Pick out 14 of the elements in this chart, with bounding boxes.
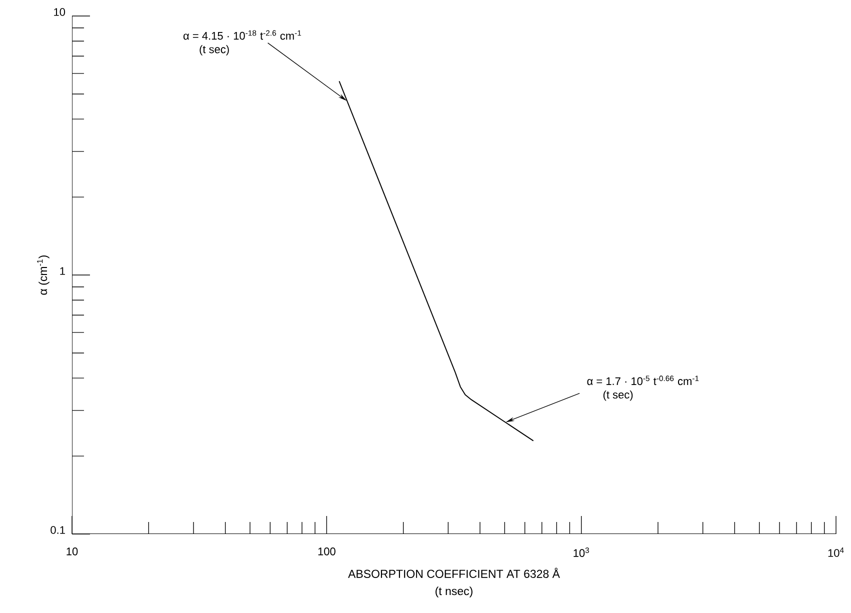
y-tick-label: 0.1 (50, 526, 65, 534)
annotation: (t sec) (200, 45, 229, 56)
annotation: α = 1.7 · 10$^{-5}$ t$^{-0.66}$ cm$^{-1}$ (587, 376, 699, 386)
x-tick-label: 100 (318, 548, 336, 556)
y-axis-title: α (cm$^{-1}$) (37, 255, 50, 295)
y-tick-label: 1 (60, 267, 65, 275)
x-tick-label: 10 (66, 548, 78, 556)
y-tick-label: 10 (54, 8, 66, 16)
text: (t nsec) (436, 586, 472, 598)
annotation: α = 4.15 · 10$^{-18}$ t$^{-2.6}$ cm$^{-1}$ (184, 30, 302, 40)
annotation: (t sec) (603, 390, 633, 401)
x-axis-title: ABSORPTION COEFFICIENT AT 6328 Å (348, 568, 560, 578)
x-tick-label: 10$^{4}$ (828, 548, 844, 557)
x-tick-label: 10$^{3}$ (574, 548, 590, 557)
